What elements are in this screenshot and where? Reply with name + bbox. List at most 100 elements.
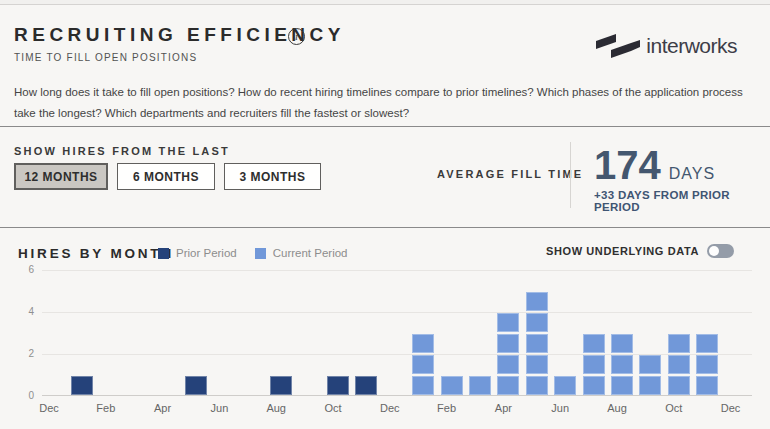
period-button-6-months[interactable]: 6 MONTHS bbox=[117, 163, 215, 190]
hire-mark[interactable] bbox=[412, 355, 434, 375]
y-tick-label: 4 bbox=[4, 306, 34, 317]
kpi-unit: DAYS bbox=[669, 165, 715, 183]
legend-item: Prior Period bbox=[158, 247, 237, 259]
dashboard: RECRUITING EFFICIENCY i TIME TO FILL OPE… bbox=[0, 0, 770, 429]
hire-mark[interactable] bbox=[355, 376, 377, 396]
hire-mark[interactable] bbox=[696, 355, 718, 375]
hire-mark[interactable] bbox=[583, 376, 605, 396]
bar-may-current-period[interactable] bbox=[526, 290, 548, 395]
hire-mark[interactable] bbox=[412, 334, 434, 354]
hire-mark[interactable] bbox=[327, 376, 349, 396]
underlying-data-label: SHOW UNDERLYING DATA bbox=[546, 245, 699, 257]
gridline bbox=[42, 312, 752, 313]
hire-mark[interactable] bbox=[696, 376, 718, 396]
legend-swatch-icon bbox=[255, 248, 266, 259]
hire-mark[interactable] bbox=[639, 376, 661, 396]
underlying-data-toggle[interactable] bbox=[707, 244, 734, 258]
toggle-knob bbox=[709, 246, 719, 256]
x-tick-label: Apr bbox=[149, 402, 177, 414]
hire-mark[interactable] bbox=[497, 355, 519, 375]
y-tick-label: 2 bbox=[4, 348, 34, 359]
bar-aug-current-period[interactable] bbox=[611, 332, 633, 395]
x-tick-label: Aug bbox=[603, 402, 631, 414]
x-tick-label: Aug bbox=[262, 402, 290, 414]
bar-oct-current-period[interactable] bbox=[668, 332, 690, 395]
chart-title: HIRES BY MONTH bbox=[18, 246, 174, 261]
bar-jan-current-period[interactable] bbox=[412, 332, 434, 395]
x-tick-label: Jun bbox=[205, 402, 233, 414]
hire-mark[interactable] bbox=[469, 376, 491, 396]
average-fill-time-label: AVERAGE FILL TIME bbox=[437, 168, 583, 180]
hire-mark[interactable] bbox=[696, 334, 718, 354]
x-tick-label: Apr bbox=[489, 402, 517, 414]
interworks-logo: interworks bbox=[596, 33, 737, 59]
bar-oct-prior-period[interactable] bbox=[327, 374, 349, 395]
kpi-block: 174 DAYS +33 DAYS FROM PRIOR PERIOD bbox=[594, 144, 770, 213]
hire-mark[interactable] bbox=[497, 334, 519, 354]
legend-label: Current Period bbox=[273, 247, 348, 259]
gridline bbox=[42, 270, 752, 271]
x-tick-label: Oct bbox=[660, 402, 688, 414]
hire-mark[interactable] bbox=[668, 376, 690, 396]
bar-jul-current-period[interactable] bbox=[583, 332, 605, 395]
bar-jun-current-period[interactable] bbox=[554, 374, 576, 395]
hire-mark[interactable] bbox=[412, 376, 434, 396]
hire-mark[interactable] bbox=[270, 376, 292, 396]
bar-chart-plot-area bbox=[42, 270, 752, 396]
period-button-3-months[interactable]: 3 MONTHS bbox=[224, 163, 321, 190]
legend-swatch-icon bbox=[158, 248, 169, 259]
bar-feb-current-period[interactable] bbox=[441, 374, 463, 395]
bar-apr-current-period[interactable] bbox=[497, 311, 519, 395]
hire-mark[interactable] bbox=[668, 355, 690, 375]
bar-nov-current-period[interactable] bbox=[696, 332, 718, 395]
hire-mark[interactable] bbox=[526, 334, 548, 354]
hire-mark[interactable] bbox=[526, 313, 548, 333]
interworks-logo-text: interworks bbox=[646, 34, 737, 58]
hire-mark[interactable] bbox=[185, 376, 207, 396]
hire-mark[interactable] bbox=[668, 334, 690, 354]
x-tick-label: Dec bbox=[376, 402, 404, 414]
hire-mark[interactable] bbox=[583, 355, 605, 375]
x-tick-label: Feb bbox=[92, 402, 120, 414]
page-subtitle: TIME TO FILL OPEN POSITIONS bbox=[14, 52, 197, 63]
hire-mark[interactable] bbox=[526, 376, 548, 396]
kpi-value: 174 bbox=[594, 144, 661, 186]
y-tick-label: 6 bbox=[4, 264, 34, 275]
bar-aug-prior-period[interactable] bbox=[270, 374, 292, 395]
legend-label: Prior Period bbox=[176, 247, 237, 259]
bar-may-prior-period[interactable] bbox=[185, 374, 207, 395]
top-strip bbox=[0, 0, 770, 5]
hire-mark[interactable] bbox=[71, 376, 93, 396]
hire-mark[interactable] bbox=[441, 376, 463, 396]
x-tick-label: Jun bbox=[546, 402, 574, 414]
period-button-12-months[interactable]: 12 MONTHS bbox=[14, 163, 108, 190]
hire-mark[interactable] bbox=[497, 376, 519, 396]
bar-mar-current-period[interactable] bbox=[469, 374, 491, 395]
hire-mark[interactable] bbox=[611, 334, 633, 354]
x-tick-label: Dec bbox=[35, 402, 63, 414]
hire-mark[interactable] bbox=[526, 355, 548, 375]
info-icon[interactable]: i bbox=[288, 28, 305, 45]
bar-nov-prior-period[interactable] bbox=[355, 374, 377, 395]
hire-mark[interactable] bbox=[526, 292, 548, 312]
filter-section-label: SHOW HIRES FROM THE LAST bbox=[14, 145, 230, 157]
bar-sep-current-period[interactable] bbox=[639, 353, 661, 395]
hire-mark[interactable] bbox=[583, 334, 605, 354]
vertical-divider bbox=[570, 142, 571, 208]
divider bbox=[0, 227, 770, 228]
x-tick-label: Oct bbox=[319, 402, 347, 414]
underlying-data-row: SHOW UNDERLYING DATA bbox=[546, 244, 734, 258]
y-tick-label: 0 bbox=[4, 390, 34, 401]
hire-mark[interactable] bbox=[611, 355, 633, 375]
x-tick-label: Feb bbox=[433, 402, 461, 414]
bar-jan-prior-period[interactable] bbox=[71, 374, 93, 395]
hire-mark[interactable] bbox=[554, 376, 576, 396]
hire-mark[interactable] bbox=[639, 355, 661, 375]
hire-mark[interactable] bbox=[497, 313, 519, 333]
hire-mark[interactable] bbox=[611, 376, 633, 396]
x-tick-label: Dec bbox=[717, 402, 745, 414]
divider bbox=[0, 126, 770, 127]
period-button-group: 12 MONTHS 6 MONTHS 3 MONTHS bbox=[14, 163, 321, 190]
chart-legend: Prior Period Current Period bbox=[158, 247, 358, 259]
legend-item: Current Period bbox=[255, 247, 348, 259]
